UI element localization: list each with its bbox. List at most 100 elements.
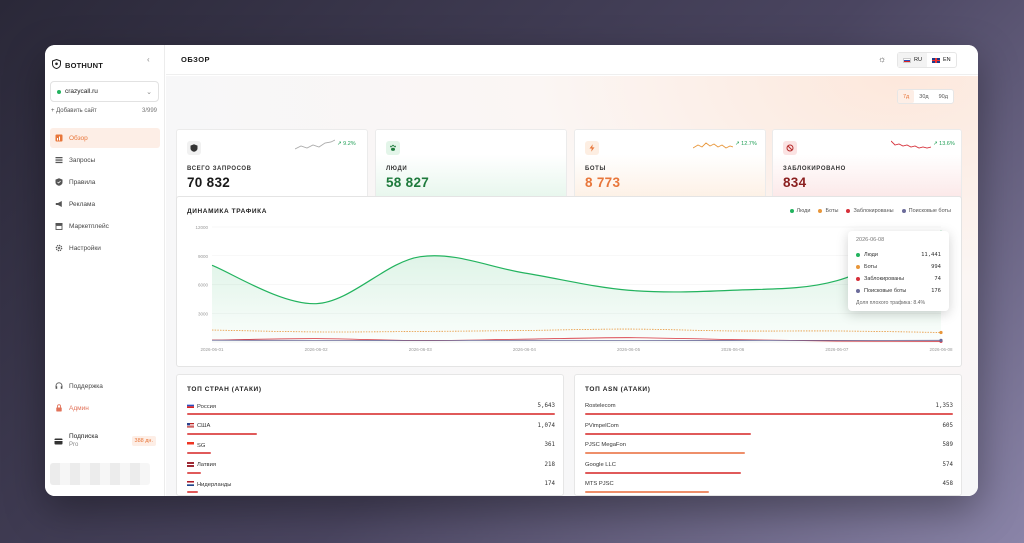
sidebar-item-rules[interactable]: Правила xyxy=(50,172,160,192)
tooltip-label: Люди xyxy=(864,252,878,258)
sidebar-item-admin[interactable]: Админ xyxy=(50,398,160,418)
stat-card-bots[interactable]: ↗ 12.7% БОТЫ 8 773 xyxy=(574,129,766,201)
table-row[interactable]: MTS PJSC 458 xyxy=(585,481,953,495)
row-bar xyxy=(585,491,710,493)
shield-check-icon xyxy=(54,178,63,187)
row-label: PJSC MegaFon xyxy=(585,442,626,448)
card-bg xyxy=(773,130,961,200)
period-7d-button[interactable]: 7д xyxy=(898,90,915,103)
brand-name: BOTHUNT xyxy=(65,60,104,70)
series-Боты-point xyxy=(939,330,943,335)
row-value: 589 xyxy=(942,442,953,448)
row-label: Rostelecom xyxy=(585,403,616,409)
x-tick-label: 2026-06-06 xyxy=(721,347,745,352)
traffic-chart-plot[interactable]: 3000 6000 9000 12000 2026-06-01 2026-06-02 202… xyxy=(177,197,963,368)
store-icon xyxy=(54,222,63,231)
stat-value: 58 827 xyxy=(386,175,430,190)
legend-dot xyxy=(789,209,794,213)
period-30d-button[interactable]: 30д xyxy=(919,93,929,100)
flag-ru-icon xyxy=(187,403,194,410)
table-row[interactable]: США 1,074 xyxy=(187,422,555,442)
period-90d-button[interactable]: 90д xyxy=(938,93,948,100)
legend-item-humans[interactable]: Люди xyxy=(789,208,810,214)
legend-dot xyxy=(818,209,823,213)
row-bar xyxy=(585,413,953,415)
sparkline-bots xyxy=(693,142,733,149)
row-bar xyxy=(187,491,199,493)
card-bg xyxy=(575,130,765,200)
table-row[interactable]: PVimpelCom 605 xyxy=(585,423,953,442)
sidebar-item-label: Реклама xyxy=(69,200,96,208)
user-profile-blurred[interactable] xyxy=(50,463,150,485)
row-label: PVimpelCom xyxy=(585,423,619,429)
chevron-left-icon[interactable]: ‹ xyxy=(147,55,150,64)
sidebar: BOTHUNT ‹ crazycall.ru ⌄ + Добавить сайт… xyxy=(45,45,165,496)
table-row[interactable]: Google LLC 574 xyxy=(585,462,953,481)
legend-dot xyxy=(856,277,860,281)
flag-us-icon xyxy=(187,422,194,430)
legend-label: Поисковые боты xyxy=(908,208,951,214)
x-tick-label: 2026-06-03 xyxy=(409,347,433,352)
legend-dot xyxy=(901,209,906,213)
legend-item-blocked[interactable]: Заблокированы xyxy=(846,208,894,214)
stat-card-blocked[interactable]: ↗ 13.6% ЗАБЛОКИРОВАНО 834 xyxy=(772,129,962,201)
app-window: BOTHUNT ‹ crazycall.ru ⌄ + Добавить сайт… xyxy=(45,45,978,496)
sidebar-item-marketplace[interactable]: Маркетплейс xyxy=(50,216,160,236)
chart-title: ДИНАМИКА ТРАФИКА xyxy=(187,208,267,215)
stat-card-humans[interactable]: ЛЮДИ 58 827 xyxy=(375,129,567,201)
subscription-box[interactable]: Подписка Pro 388 дн. xyxy=(50,427,160,455)
row-name: PJSC MegaFon xyxy=(585,442,626,448)
lang-en-button[interactable]: EN xyxy=(927,53,956,67)
legend-dot xyxy=(846,209,851,213)
sidebar-item-overview[interactable]: Обзор xyxy=(50,128,160,148)
row-value: 1,074 xyxy=(537,422,555,429)
sun-icon[interactable]: ☼ xyxy=(878,54,887,64)
asn-title: ТОП ASN (АТАКИ) xyxy=(585,386,651,393)
flag-uk-icon xyxy=(931,57,940,63)
row-value: 174 xyxy=(544,481,555,487)
chart-tooltip: 2026-06-08 Люди 11,441 Боты 994 Заблокиров… xyxy=(848,231,949,311)
legend-dot xyxy=(856,265,860,269)
table-row[interactable]: Нидерланды 174 xyxy=(187,481,555,495)
site-select[interactable]: crazycall.ru ⌄ xyxy=(50,81,159,102)
sparkline-blocked xyxy=(891,140,931,149)
gear-icon xyxy=(54,244,63,253)
tooltip-footer: Доля плохого трафика: 8.4% xyxy=(856,300,926,306)
topbar: ОБЗОР ☼ RU EN xyxy=(166,45,978,75)
sidebar-item-support[interactable]: Поддержка xyxy=(50,376,160,396)
legend-label: Заблокированы xyxy=(853,208,894,214)
x-tick-label: 2026-06-07 xyxy=(825,347,849,352)
table-row[interactable]: Россия 5,643 xyxy=(187,403,555,422)
row-value: 605 xyxy=(942,422,953,429)
row-name: MTS PJSC xyxy=(585,481,614,487)
x-tick-label: 2026-06-04 xyxy=(513,347,537,352)
sidebar-nav: Обзор Запросы Правила Реклама xyxy=(45,128,165,260)
sidebar-item-label: Маркетплейс xyxy=(69,222,109,230)
subscription-info: Подписка Pro xyxy=(69,432,98,450)
legend-item-bots[interactable]: Боты xyxy=(818,208,838,214)
shield-logo-icon xyxy=(52,56,61,74)
flag-sg-icon xyxy=(187,442,194,449)
sidebar-item-ads[interactable]: Реклама xyxy=(50,194,160,214)
table-row[interactable]: PJSC MegaFon 589 xyxy=(585,442,953,461)
trend-bots: ↗ 12.7% xyxy=(735,141,757,147)
brand[interactable]: BOTHUNT xyxy=(52,56,103,74)
table-row[interactable]: SG 361 xyxy=(187,442,555,461)
table-row[interactable]: Rostelecom 1,353 xyxy=(585,403,953,422)
row-label: США xyxy=(187,422,210,430)
tooltip-value: 11,441 xyxy=(921,252,941,258)
legend-item-search-bots[interactable]: Поисковые боты xyxy=(901,208,951,214)
series-Заблокированы-line xyxy=(211,337,942,342)
sidebar-item-requests[interactable]: Запросы xyxy=(50,150,160,170)
x-tick-label: 2026-06-05 xyxy=(617,347,641,352)
row-bar xyxy=(585,471,742,474)
chevron-down-icon: ⌄ xyxy=(146,88,152,96)
site-name: crazycall.ru xyxy=(65,88,98,95)
add-site-row: + Добавить сайт 3/999 xyxy=(51,108,157,114)
lang-ru-button[interactable]: RU xyxy=(898,53,927,67)
stat-label: ЗАБЛОКИРОВАНО xyxy=(783,166,846,172)
table-row[interactable]: Латвия 218 xyxy=(187,461,555,481)
add-site-button[interactable]: + Добавить сайт xyxy=(51,108,97,114)
stat-card-total[interactable]: ↗ 9.2% ВСЕГО ЗАПРОСОВ 70 832 xyxy=(176,129,368,201)
sidebar-item-settings[interactable]: Настройки xyxy=(50,238,160,258)
